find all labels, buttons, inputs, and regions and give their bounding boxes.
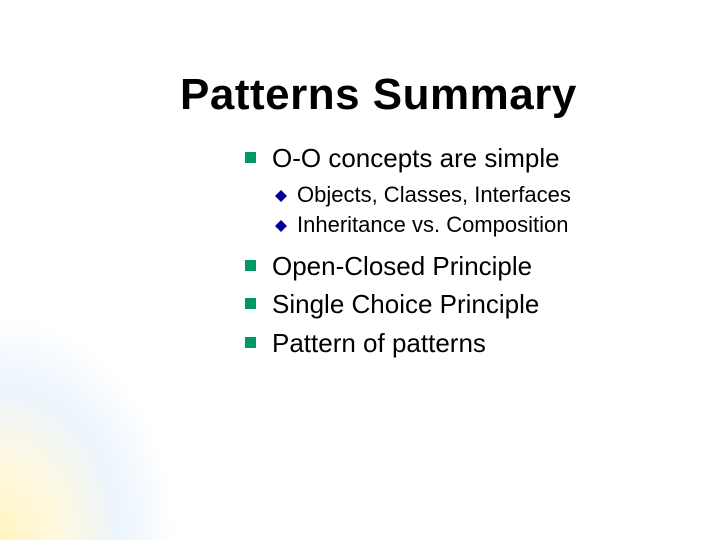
sub-list-item-text: Objects, Classes, Interfaces: [297, 181, 571, 210]
square-bullet-icon: [245, 337, 256, 348]
sub-list-item-text: Inheritance vs. Composition: [297, 211, 568, 240]
list-item-text: Pattern of patterns: [272, 327, 486, 360]
slide-title: Patterns Summary: [180, 70, 680, 120]
square-bullet-icon: [245, 298, 256, 309]
sub-list-item: Inheritance vs. Composition: [275, 211, 680, 240]
diamond-bullet-icon: [275, 220, 287, 232]
diamond-bullet-icon: [275, 190, 287, 202]
sub-list: Objects, Classes, Interfaces Inheritance…: [275, 181, 680, 240]
square-bullet-icon: [245, 260, 256, 271]
list-item: O-O concepts are simple: [245, 142, 680, 175]
list-item: Single Choice Principle: [245, 288, 680, 321]
list-item-text: Open-Closed Principle: [272, 250, 532, 283]
slide: Patterns Summary O-O concepts are simple…: [0, 0, 720, 540]
list-item: Open-Closed Principle: [245, 250, 680, 283]
sub-list-item: Objects, Classes, Interfaces: [275, 181, 680, 210]
list-item: Pattern of patterns: [245, 327, 680, 360]
list-item-text: O-O concepts are simple: [272, 142, 560, 175]
square-bullet-icon: [245, 152, 256, 163]
bullet-list: O-O concepts are simple Objects, Classes…: [245, 142, 680, 359]
list-item-text: Single Choice Principle: [272, 288, 539, 321]
